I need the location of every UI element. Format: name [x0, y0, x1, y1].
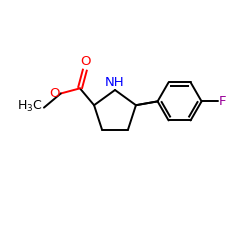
Text: H$_3$C: H$_3$C [18, 99, 43, 114]
Text: O: O [80, 55, 90, 68]
Text: F: F [218, 95, 226, 108]
Text: NH: NH [105, 76, 125, 88]
Text: O: O [49, 87, 60, 100]
